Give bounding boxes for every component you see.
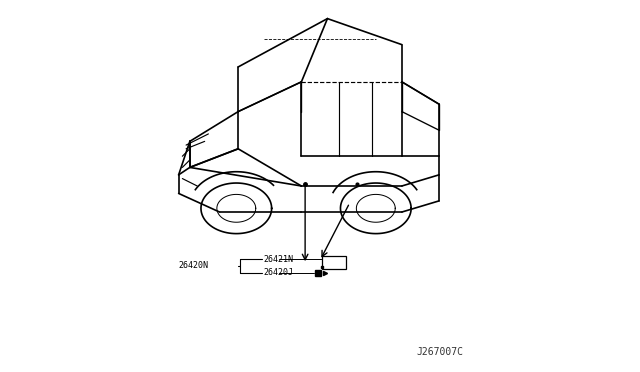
Text: 26420N: 26420N [179,262,209,270]
Bar [322,256,346,269]
Text: J267007C: J267007C [416,347,463,357]
Text: 26420J: 26420J [264,268,294,277]
Text: 26421N: 26421N [264,255,294,264]
